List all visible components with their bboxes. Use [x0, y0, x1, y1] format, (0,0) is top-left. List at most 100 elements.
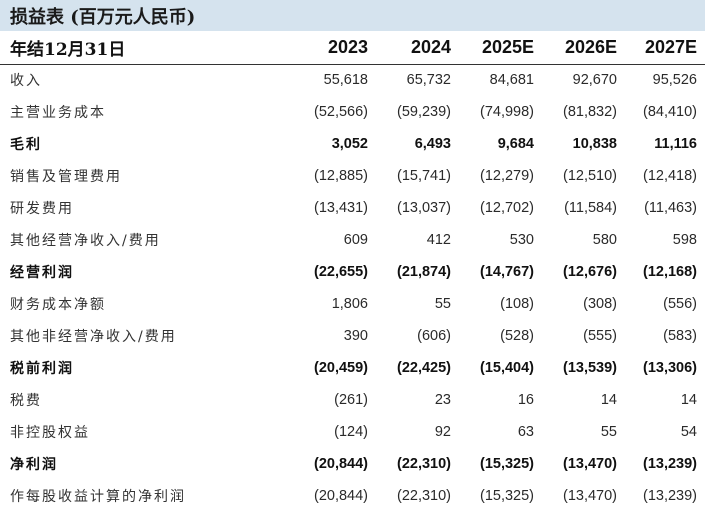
row-value: (12,279): [479, 168, 534, 184]
row-value: (12,885): [313, 168, 368, 184]
row-label: 其他经营净收入/费用: [10, 233, 161, 249]
row-value: (15,404): [479, 360, 534, 376]
row-value: 10,838: [572, 136, 617, 152]
row-value: 609: [343, 232, 368, 248]
row-value: (84,410): [642, 104, 697, 120]
header-label: 年结12月31日: [0, 31, 285, 65]
row-value: 14: [680, 392, 697, 408]
row-value: (606): [417, 328, 451, 344]
row-value: (74,998): [479, 104, 534, 120]
row-label: 经营利润: [10, 265, 74, 281]
row-value: (13,239): [642, 488, 697, 504]
row-value: (22,425): [396, 360, 451, 376]
row-label: 收入: [10, 73, 42, 90]
row-value: 412: [426, 232, 451, 248]
row-value: 95,526: [652, 72, 697, 89]
row-value: (13,539): [562, 360, 617, 376]
row-value: (308): [583, 296, 617, 312]
row-value: (13,470): [562, 488, 617, 504]
table-row: 财务成本净额 1,806 55 (108) (308) (556): [0, 288, 705, 320]
row-value: (22,310): [396, 456, 451, 472]
row-value: (14,767): [479, 264, 534, 280]
row-value: 598: [672, 232, 697, 248]
row-label: 非控股权益: [10, 425, 90, 441]
row-value: 16: [517, 392, 534, 408]
row-value: 9,684: [497, 136, 534, 152]
row-label: 毛利: [10, 137, 42, 153]
row-value: 63: [517, 424, 534, 440]
row-label: 销售及管理费用: [10, 169, 122, 185]
table-body: 收入 55,618 65,732 84,681 92,670 95,526 主营业务成本 (5…: [0, 64, 705, 512]
table-row: 收入 55,618 65,732 84,681 92,670 95,526: [0, 64, 705, 96]
row-value: (13,431): [313, 200, 368, 216]
row-value: 3,052: [331, 136, 368, 152]
row-value: 14: [600, 392, 617, 408]
row-value: 55: [600, 424, 617, 440]
header-year: 2027E: [617, 31, 705, 65]
row-value: (13,239): [642, 456, 697, 472]
row-value: (15,325): [479, 456, 534, 472]
row-value: (15,325): [479, 488, 534, 504]
row-value: (22,655): [313, 264, 368, 280]
row-label: 作每股收益计算的净利润: [10, 489, 186, 505]
row-value: 580: [592, 232, 617, 248]
row-value: (20,844): [313, 456, 368, 472]
row-value: 92: [434, 424, 451, 440]
row-label: 研发费用: [10, 201, 74, 217]
row-value: 84,681: [489, 72, 534, 89]
table-title: 损益表 (百万元人民币): [0, 0, 705, 31]
income-statement-table: 年结12月31日 2023 2024 2025E 2026E 2027E 收入 5…: [0, 31, 705, 512]
row-value: 55: [434, 296, 451, 312]
table-row: 非控股权益 (124) 92 63 55 54: [0, 416, 705, 448]
row-value: (12,676): [562, 264, 617, 280]
header-year: 2024: [368, 31, 451, 65]
header-year: 2026E: [534, 31, 617, 65]
row-value: (11,584): [564, 200, 617, 216]
row-value: (15,741): [396, 168, 451, 184]
table-row: 净利润 (20,844) (22,310) (15,325) (13,470) (13,2…: [0, 448, 705, 480]
row-label: 主营业务成本: [10, 105, 106, 121]
row-value: (13,037): [396, 200, 451, 216]
table-row: 销售及管理费用 (12,885) (15,741) (12,279) (12,510) (…: [0, 160, 705, 192]
row-value: 11,116: [654, 136, 697, 152]
row-value: (13,306): [642, 360, 697, 376]
row-value: (12,702): [479, 200, 534, 216]
table-row: 其他经营净收入/费用 609 412 530 580 598: [0, 224, 705, 256]
row-value: (20,459): [313, 360, 368, 376]
row-value: 65,732: [406, 72, 451, 89]
table-row: 税费 (261) 23 16 14 14: [0, 384, 705, 416]
header-year: 2025E: [451, 31, 534, 65]
row-value: (555): [583, 328, 617, 344]
row-value: (21,874): [396, 264, 451, 280]
row-value: (108): [500, 296, 534, 312]
row-value: 92,670: [572, 72, 617, 89]
row-value: (261): [334, 392, 368, 408]
row-value: 1,806: [331, 296, 368, 312]
row-value: (11,463): [644, 200, 697, 216]
table-row: 毛利 3,052 6,493 9,684 10,838 11,116: [0, 128, 705, 160]
row-value: 55,618: [323, 72, 368, 89]
row-value: (12,418): [642, 168, 697, 184]
header-year: 2023: [285, 31, 368, 65]
table-row: 税前利润 (20,459) (22,425) (15,404) (13,539) (13,…: [0, 352, 705, 384]
row-label: 净利润: [10, 457, 58, 473]
row-value: 23: [434, 392, 451, 408]
header-row: 年结12月31日 2023 2024 2025E 2026E 2027E: [0, 31, 705, 65]
row-label: 税费: [10, 393, 42, 409]
row-value: (124): [334, 424, 368, 440]
row-label: 税前利润: [10, 361, 74, 377]
row-value: 390: [343, 328, 368, 344]
row-value: (59,239): [396, 104, 451, 120]
table-row: 主营业务成本 (52,566) (59,239) (74,998) (81,832) (8…: [0, 96, 705, 128]
row-value: (12,510): [562, 168, 617, 184]
row-value: (583): [663, 328, 697, 344]
row-value: 530: [509, 232, 534, 248]
row-value: (556): [663, 296, 697, 312]
table-row: 其他非经营净收入/费用 390 (606) (528) (555) (583): [0, 320, 705, 352]
row-value: (52,566): [313, 104, 368, 120]
row-value: (528): [500, 328, 534, 344]
row-value: (81,832): [562, 104, 617, 120]
row-value: (12,168): [642, 264, 697, 280]
table-row: 经营利润 (22,655) (21,874) (14,767) (12,676) (12,…: [0, 256, 705, 288]
row-value: 54: [680, 424, 697, 440]
